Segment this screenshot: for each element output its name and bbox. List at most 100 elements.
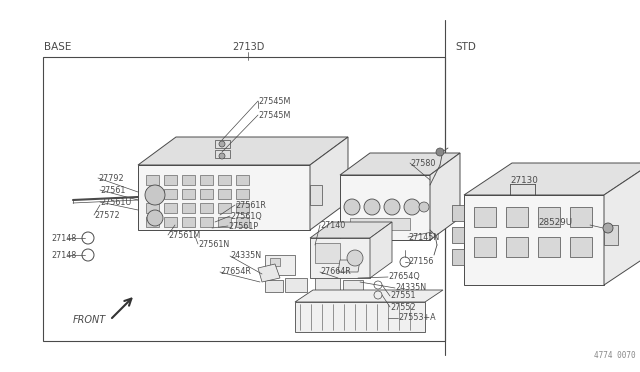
Polygon shape	[340, 153, 460, 175]
Circle shape	[219, 153, 225, 159]
Polygon shape	[310, 238, 370, 278]
Bar	[315, 278, 340, 292]
Text: 27561: 27561	[100, 186, 125, 195]
Bar	[452, 249, 464, 265]
Text: 27572: 27572	[94, 211, 120, 219]
Circle shape	[419, 202, 429, 212]
Bar	[200, 189, 213, 199]
Text: 27545M: 27545M	[258, 110, 291, 119]
Text: 2713D: 2713D	[232, 42, 264, 52]
Text: 4774 0070: 4774 0070	[594, 350, 636, 359]
Bar	[200, 203, 213, 213]
Bar	[218, 175, 231, 185]
Text: 27552: 27552	[390, 302, 415, 311]
Text: 27148: 27148	[51, 234, 76, 243]
Bar	[452, 227, 464, 243]
Bar	[164, 175, 177, 185]
Bar	[506, 207, 528, 227]
Bar	[474, 237, 496, 257]
Bar	[310, 185, 322, 205]
Bar	[604, 225, 618, 245]
Bar	[538, 237, 560, 257]
Bar	[285, 278, 307, 292]
Polygon shape	[370, 222, 392, 278]
Bar	[182, 217, 195, 227]
Text: 27551: 27551	[390, 292, 415, 301]
Text: 27553+A: 27553+A	[398, 314, 436, 323]
Polygon shape	[138, 165, 310, 230]
Polygon shape	[138, 137, 348, 165]
Text: 27156: 27156	[408, 257, 433, 266]
Bar	[538, 207, 560, 227]
Bar	[218, 217, 231, 227]
Bar	[215, 140, 230, 148]
Circle shape	[347, 250, 363, 266]
Text: 24335N: 24335N	[395, 283, 426, 292]
Polygon shape	[310, 137, 348, 230]
Text: 27561P: 27561P	[228, 221, 258, 231]
Bar	[182, 203, 195, 213]
Bar	[236, 175, 249, 185]
Polygon shape	[604, 163, 640, 285]
Bar	[452, 205, 464, 221]
Text: 28529U: 28529U	[538, 218, 572, 227]
Circle shape	[364, 199, 380, 215]
Bar	[265, 255, 295, 275]
Bar	[43, 57, 445, 341]
Text: 27545M: 27545M	[258, 96, 291, 106]
Text: 27664R: 27664R	[320, 267, 351, 276]
Bar	[146, 175, 159, 185]
Polygon shape	[430, 153, 460, 240]
Bar	[570, 207, 592, 227]
Polygon shape	[310, 222, 392, 238]
Bar	[164, 203, 177, 213]
Bar	[200, 217, 213, 227]
Bar	[570, 237, 592, 257]
Bar	[164, 217, 177, 227]
Text: 24335N: 24335N	[230, 251, 261, 260]
Bar	[215, 150, 230, 158]
Text: 27654R: 27654R	[220, 267, 251, 276]
Circle shape	[344, 199, 360, 215]
Bar	[236, 217, 249, 227]
Bar	[474, 207, 496, 227]
Polygon shape	[340, 175, 430, 240]
Bar	[164, 189, 177, 199]
Polygon shape	[338, 260, 360, 272]
Text: 27654Q: 27654Q	[388, 273, 420, 282]
Bar	[146, 203, 159, 213]
Text: 27130: 27130	[510, 176, 538, 185]
Bar	[200, 175, 213, 185]
Circle shape	[603, 223, 613, 233]
Text: 27561N: 27561N	[198, 240, 229, 248]
Bar	[182, 175, 195, 185]
Polygon shape	[464, 163, 640, 195]
Bar	[343, 280, 363, 292]
Bar	[265, 280, 283, 292]
Bar	[146, 217, 159, 227]
Text: 27561U: 27561U	[100, 198, 131, 206]
Bar	[236, 189, 249, 199]
Polygon shape	[258, 264, 280, 282]
Bar	[506, 237, 528, 257]
Bar	[146, 189, 159, 199]
Polygon shape	[464, 195, 604, 285]
Bar	[218, 203, 231, 213]
Circle shape	[384, 199, 400, 215]
Circle shape	[145, 185, 165, 205]
Text: 27561R: 27561R	[235, 201, 266, 209]
Text: 27145N: 27145N	[408, 232, 439, 241]
Bar	[236, 203, 249, 213]
Text: 27561Q: 27561Q	[230, 212, 262, 221]
Bar	[270, 258, 280, 266]
Text: 27148: 27148	[51, 250, 76, 260]
Text: 27580: 27580	[410, 158, 435, 167]
Text: FRONT: FRONT	[73, 315, 106, 325]
Polygon shape	[295, 290, 443, 302]
Circle shape	[219, 141, 225, 147]
Circle shape	[436, 148, 444, 156]
Text: 27792: 27792	[98, 173, 124, 183]
Bar	[350, 218, 410, 230]
Bar	[315, 243, 340, 263]
Circle shape	[404, 199, 420, 215]
